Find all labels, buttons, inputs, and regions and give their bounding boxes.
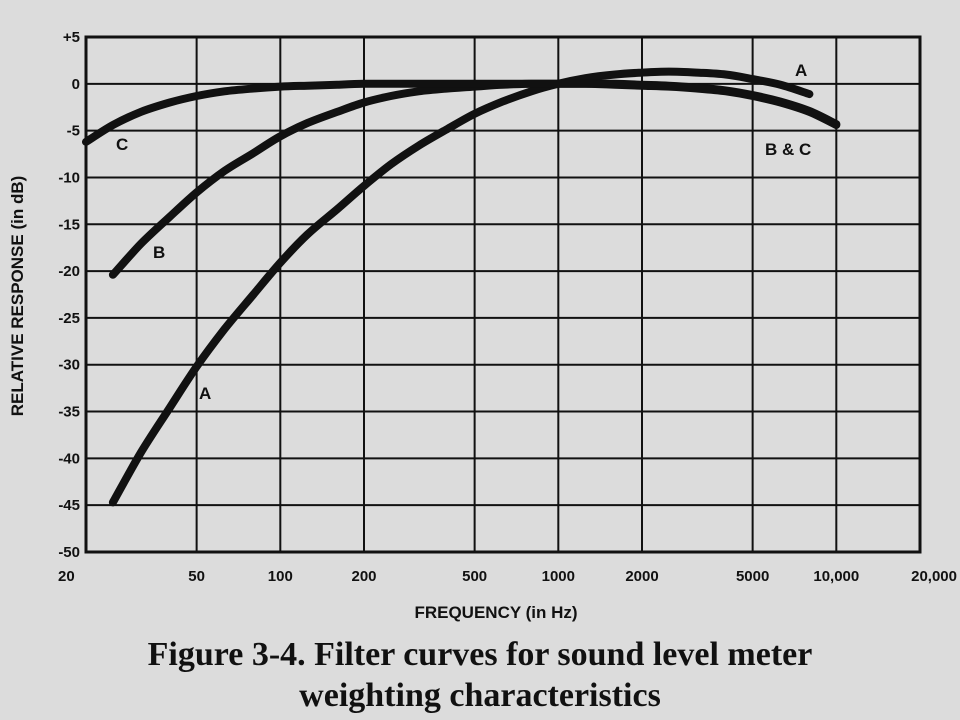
figure-caption-line-2: weighting characteristics bbox=[299, 677, 661, 714]
grid bbox=[86, 37, 920, 552]
curve-label-a-left: A bbox=[199, 384, 211, 403]
y-axis-ticks: +5 0 -5 -10 -15 -20 -25 -30 -35 -40 -45 -50 bbox=[58, 29, 80, 561]
chart: +5 0 -5 -10 -15 -20 -25 -30 -35 -40 -45 -50 20 50 100… bbox=[8, 29, 957, 622]
y-tick-label: -40 bbox=[58, 450, 80, 467]
figure-caption-line-1: Figure 3-4. Filter curves for sound leve… bbox=[147, 636, 813, 673]
x-axis-ticks: 20 50 100 200 500 1000 2000 5000 10,000 20,000 bbox=[58, 568, 957, 585]
curve-label-bc-right: B & C bbox=[765, 140, 811, 159]
y-tick-label: +5 bbox=[63, 29, 80, 46]
y-tick-label: -45 bbox=[58, 497, 80, 514]
x-tick-label: 100 bbox=[268, 568, 293, 585]
y-tick-label: -30 bbox=[58, 357, 80, 374]
curve-a bbox=[108, 67, 814, 507]
x-axis-title: FREQUENCY (in Hz) bbox=[414, 603, 577, 622]
y-tick-label: -25 bbox=[58, 310, 80, 327]
y-tick-label: -35 bbox=[58, 404, 80, 421]
plot-frame bbox=[84, 35, 922, 554]
curves bbox=[82, 67, 841, 507]
x-tick-label: 5000 bbox=[736, 568, 769, 585]
x-tick-label: 20,000 bbox=[911, 568, 957, 585]
y-tick-label: -20 bbox=[58, 263, 80, 280]
x-tick-label: 20 bbox=[58, 568, 75, 585]
x-tick-label: 50 bbox=[188, 568, 205, 585]
x-tick-label: 200 bbox=[351, 568, 376, 585]
x-tick-label: 10,000 bbox=[813, 568, 859, 585]
y-axis-title: RELATIVE RESPONSE (in dB) bbox=[8, 176, 27, 417]
y-tick-label: -15 bbox=[58, 216, 80, 233]
y-tick-label: 0 bbox=[72, 76, 80, 93]
x-tick-label: 1000 bbox=[542, 568, 575, 585]
y-tick-label: -10 bbox=[58, 169, 80, 186]
x-tick-label: 500 bbox=[462, 568, 487, 585]
curve-c bbox=[82, 79, 841, 146]
y-tick-label: -5 bbox=[67, 123, 80, 140]
y-tick-label: -50 bbox=[58, 544, 80, 561]
curve-label-a-right: A bbox=[795, 61, 807, 80]
curve-label-b-left: B bbox=[153, 243, 165, 262]
curve-label-c-left: C bbox=[116, 135, 128, 154]
x-tick-label: 2000 bbox=[625, 568, 658, 585]
